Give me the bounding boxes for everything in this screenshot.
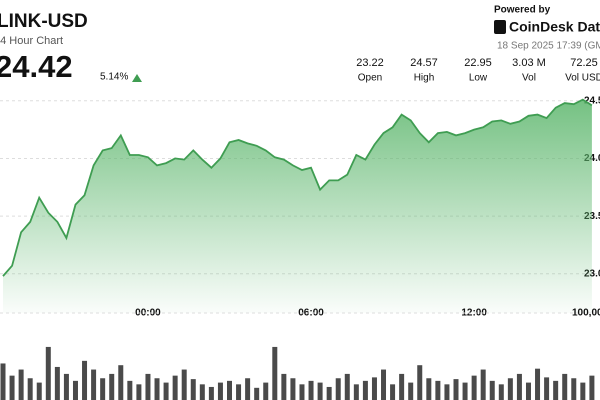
volume-bar — [589, 375, 595, 400]
volume-bar — [254, 387, 260, 400]
symbol: LINK-USD — [0, 11, 88, 32]
volume-bar — [45, 346, 51, 400]
stat-value: 3.03 M — [512, 57, 546, 69]
volume-bar — [544, 377, 550, 400]
volume-bar — [36, 382, 42, 400]
stat-value: 22.95 — [464, 57, 492, 69]
volume-bar — [227, 380, 232, 400]
volume-bar — [118, 365, 124, 400]
change: 5.14% — [100, 72, 128, 83]
volume-bar — [417, 365, 423, 400]
volume-tick-label: 100,000 — [572, 308, 600, 319]
volume-bar — [516, 373, 522, 400]
volume-bar — [571, 378, 577, 400]
x-tick-label: 00:00 — [135, 308, 161, 319]
volume-bar — [453, 379, 459, 400]
volume-bar — [390, 384, 396, 400]
volume-bar — [335, 378, 341, 400]
stat-label: Low — [469, 73, 488, 84]
brand: CoinDesk Data — [509, 19, 600, 35]
volume-bar — [154, 378, 160, 400]
stat-value: 23.22 — [356, 57, 384, 69]
stat-label: Vol — [522, 73, 536, 84]
volume-bar — [326, 386, 332, 400]
x-tick-label: 06:00 — [298, 308, 324, 319]
price: 24.42 — [0, 49, 73, 84]
volume-bar — [72, 380, 78, 400]
volume-bar — [553, 380, 559, 400]
volume-bar — [245, 378, 251, 400]
volume-bar — [54, 366, 60, 400]
up-arrow — [132, 74, 142, 82]
area — [3, 99, 592, 313]
volume-bar — [63, 373, 69, 400]
volume-bar — [18, 369, 24, 400]
volume-bar — [489, 380, 495, 400]
volume-bar — [580, 382, 586, 400]
volume-bar — [471, 375, 477, 400]
volume-bar — [371, 377, 377, 400]
volume-bar — [263, 382, 269, 400]
volume-bar — [208, 386, 214, 400]
powered-by: Powered by — [494, 5, 551, 16]
volume-bar — [27, 378, 33, 400]
volume-bar — [0, 363, 6, 400]
y-tick-label: 24.0 — [584, 153, 600, 164]
volume-bar — [507, 378, 513, 400]
stat-value: 72.25 — [570, 57, 598, 69]
volume-bar — [399, 373, 405, 400]
volume-bar — [127, 380, 133, 400]
volume-bar — [9, 375, 15, 400]
volume-bar — [362, 380, 368, 400]
stat-label: Open — [358, 73, 382, 84]
volume-bar — [181, 369, 187, 400]
volume-bar — [172, 375, 178, 400]
volume-bar — [145, 373, 151, 400]
price-line — [2, 98, 593, 277]
stat-value: 24.57 — [410, 57, 438, 69]
volume-bar — [462, 382, 468, 400]
y-tick-label: 23.0 — [584, 268, 600, 279]
volume-bar — [190, 379, 196, 400]
volume-bar — [290, 378, 296, 400]
brand-logo — [494, 20, 506, 34]
volume-bar — [82, 360, 88, 400]
volume-bar — [317, 382, 323, 400]
volume-bar — [91, 369, 97, 400]
volume-bar — [100, 378, 106, 400]
stat-label: High — [414, 73, 435, 84]
volume-bar — [163, 382, 169, 400]
volume-bar — [272, 346, 278, 400]
y-tick-label: 23.5 — [584, 211, 600, 222]
volume-bar — [426, 378, 432, 400]
volume-bar — [217, 382, 223, 400]
volume-bar — [562, 373, 568, 400]
volume-bar — [236, 384, 242, 400]
volume-bar — [281, 373, 287, 400]
volume-bar — [353, 384, 359, 400]
volume-bar — [299, 384, 305, 400]
y-tick-label: 24.5 — [584, 95, 600, 106]
timestamp: 18 Sep 2025 17:39 (GMT) — [497, 41, 600, 52]
volume-bar — [498, 384, 504, 400]
volume-bar — [136, 384, 142, 400]
volume-bar — [535, 368, 541, 400]
volume-bar — [381, 369, 387, 400]
volume-bar — [308, 380, 314, 400]
subtitle: 24 Hour Chart — [0, 35, 63, 47]
volume-bar — [435, 380, 441, 400]
stats: 23.22 Open 24.57 High 22.95 Low 3.03 M Vol 72.25… — [356, 57, 600, 84]
volume-bar — [408, 382, 414, 400]
volume-bar — [109, 373, 115, 400]
stat-label: Vol USD — [565, 73, 600, 84]
volume-bar — [444, 384, 450, 400]
volume-bar — [344, 373, 350, 400]
volume-bar — [480, 369, 486, 400]
volume-bar — [199, 384, 205, 400]
volume-bar — [525, 382, 531, 400]
